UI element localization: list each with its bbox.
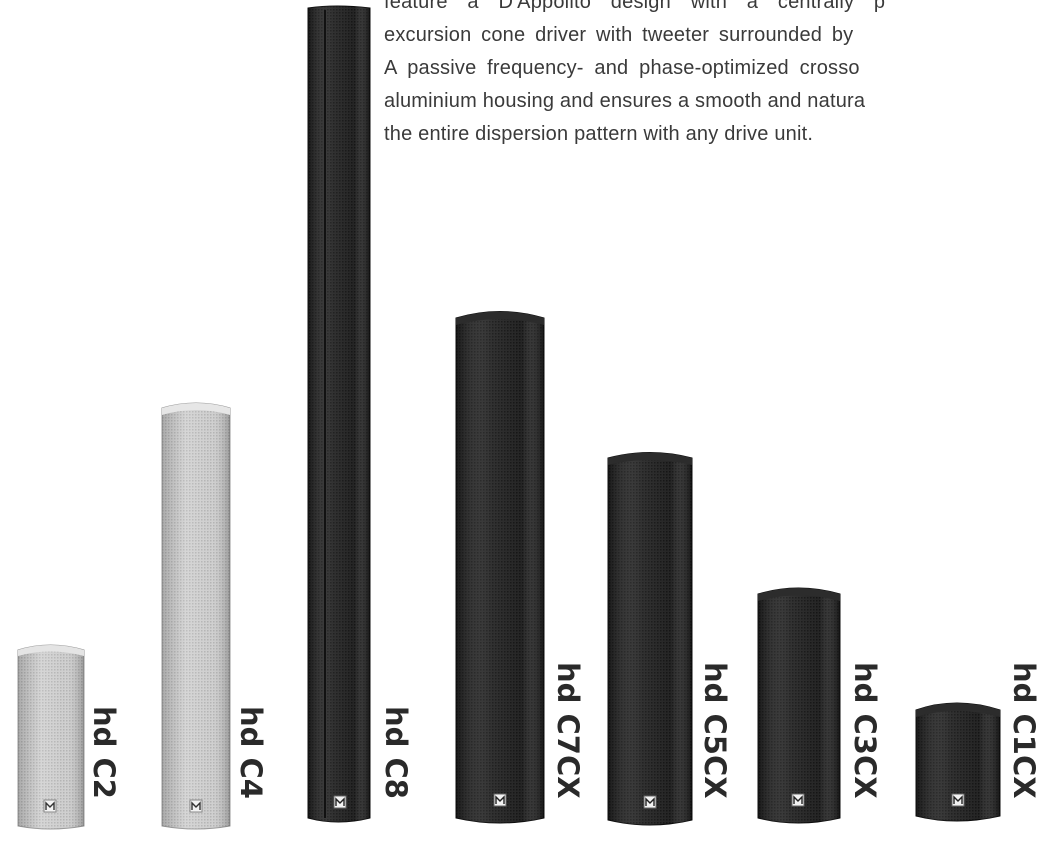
speaker-hd-c8 <box>307 5 371 823</box>
brand-logo-icon <box>791 793 805 807</box>
speaker-hd-c4 <box>161 402 231 830</box>
product-label-hd-c8: hd C8 <box>379 706 413 799</box>
speaker-hd-c3cx <box>757 587 841 824</box>
product-label-hd-c7cx: hd C7CX <box>551 662 585 799</box>
description-line-1: feature a D'Appolito design with a centr… <box>384 0 886 13</box>
speaker-hd-c7cx <box>455 311 545 824</box>
brand-logo-icon <box>333 795 347 809</box>
speaker-hd-c5cx <box>607 452 693 826</box>
brand-logo-icon <box>43 799 57 813</box>
brand-logo-icon <box>189 799 203 813</box>
product-description: feature a D'Appolito design with a centr… <box>384 0 1045 151</box>
brand-logo-icon <box>493 793 507 807</box>
product-label-hd-c5cx: hd C5CX <box>698 662 732 799</box>
speaker-hd-c1cx <box>915 702 1001 822</box>
description-line-4: aluminium housing and ensures a smooth a… <box>384 90 866 112</box>
product-label-hd-c3cx: hd C3CX <box>848 662 882 799</box>
product-label-hd-c2: hd C2 <box>87 706 121 799</box>
brand-logo-icon <box>951 793 965 807</box>
product-label-hd-c1cx: hd C1CX <box>1007 662 1041 799</box>
product-label-hd-c4: hd C4 <box>234 706 268 799</box>
description-line-5: the entire dispersion pattern with any d… <box>384 123 814 145</box>
description-line-2: excursion cone driver with tweeter surro… <box>384 24 854 46</box>
brand-logo-icon <box>643 795 657 809</box>
description-line-3: A passive frequency- and phase-optimized… <box>384 57 860 79</box>
speaker-hd-c2 <box>17 644 85 830</box>
